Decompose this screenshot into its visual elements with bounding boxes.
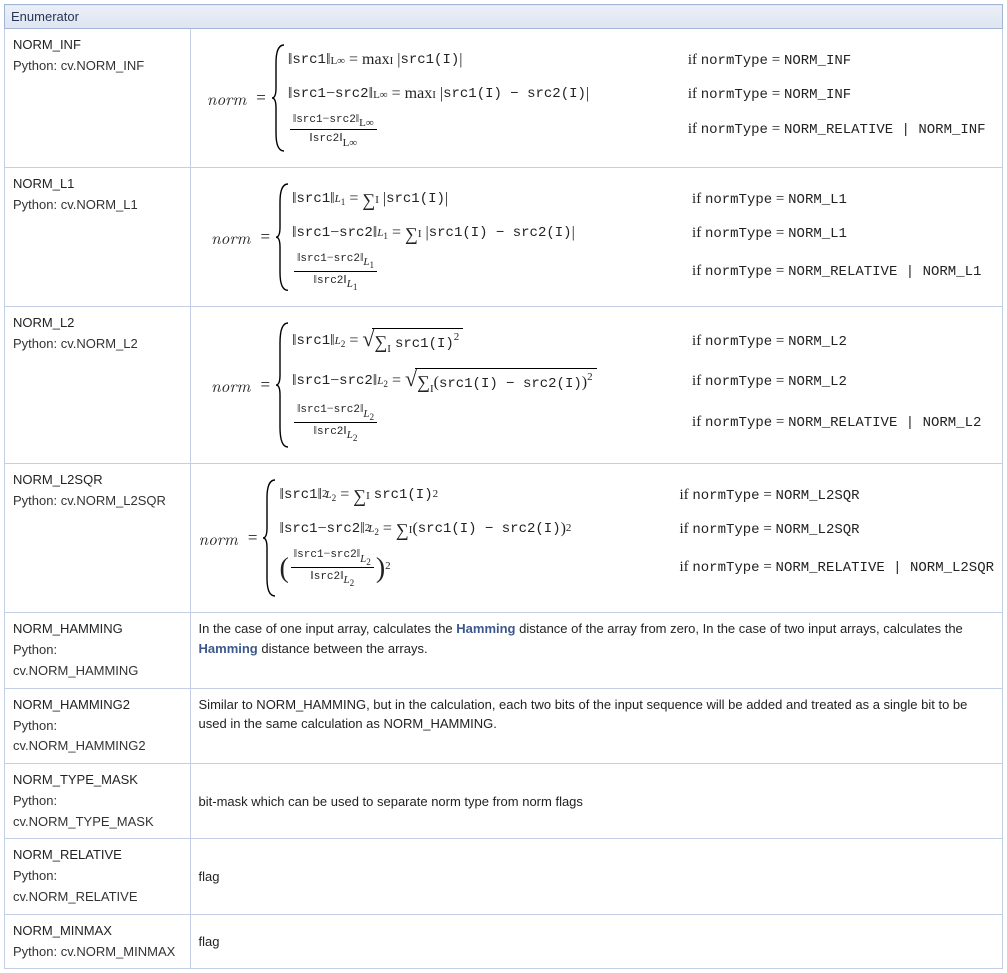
hamming-link[interactable]: Hamming <box>456 621 515 636</box>
desc-text: bit-mask which can be used to separate n… <box>199 794 583 809</box>
left-brace-icon <box>276 182 292 292</box>
enum-desc-cell: norm = ‖src1‖L1 = ∑I <box>190 168 1002 307</box>
equals-sign: = <box>256 88 266 108</box>
desc-text: flag <box>199 869 220 884</box>
enum-name: NORM_TYPE_MASK <box>13 772 138 787</box>
enum-name-cell: NORM_L1 Python: cv.NORM_L1 <box>5 168 191 307</box>
enum-python: Python: cv.NORM_RELATIVE <box>13 868 137 904</box>
table-row: NORM_TYPE_MASK Python: cv.NORM_TYPE_MASK… <box>5 764 1003 839</box>
enum-name: NORM_HAMMING <box>13 621 123 636</box>
enum-desc-cell: In the case of one input array, calculat… <box>190 613 1002 688</box>
enum-desc-cell: bit-mask which can be used to separate n… <box>190 764 1002 839</box>
table-row: NORM_L2SQR Python: cv.NORM_L2SQR norm = <box>5 464 1003 613</box>
equation-lhs: norm <box>207 86 246 110</box>
desc-text: flag <box>199 934 220 949</box>
table-row: NORM_MINMAX Python: cv.NORM_MINMAX flag <box>5 914 1003 969</box>
equation-norm-l1: norm = ‖src1‖L1 = ∑I <box>199 174 994 300</box>
enum-name-cell: NORM_RELATIVE Python: cv.NORM_RELATIVE <box>5 839 191 914</box>
enum-name-cell: NORM_L2SQR Python: cv.NORM_L2SQR <box>5 464 191 613</box>
enum-name: NORM_L1 <box>13 176 74 191</box>
table-row: NORM_RELATIVE Python: cv.NORM_RELATIVE f… <box>5 839 1003 914</box>
table-row: NORM_L1 Python: cv.NORM_L1 norm = <box>5 168 1003 307</box>
enum-name-cell: NORM_MINMAX Python: cv.NORM_MINMAX <box>5 914 191 969</box>
enum-desc-cell: Similar to NORM_HAMMING, but in the calc… <box>190 688 1002 763</box>
table-row: NORM_HAMMING2 Python: cv.NORM_HAMMING2 S… <box>5 688 1003 763</box>
enum-python: Python: cv.NORM_HAMMING <box>13 642 138 678</box>
enum-name: NORM_L2 <box>13 315 74 330</box>
enum-name-cell: NORM_L2 Python: cv.NORM_L2 <box>5 307 191 464</box>
enum-python: Python: cv.NORM_INF <box>13 58 144 73</box>
enum-desc-cell: flag <box>190 914 1002 969</box>
enum-desc-cell: norm = ‖src1‖L2 = √∑I src1(I)2 <box>190 307 1002 464</box>
enum-name-cell: NORM_HAMMING Python: cv.NORM_HAMMING <box>5 613 191 688</box>
enum-python: Python: cv.NORM_HAMMING2 <box>13 718 146 754</box>
enum-name: NORM_L2SQR <box>13 472 103 487</box>
desc-text: distance between the arrays. <box>258 641 428 656</box>
equation-norm-l2sqr: norm = ‖src1‖2L2 = ∑I <box>199 470 994 606</box>
desc-text: distance of the array from zero, In the … <box>516 621 963 636</box>
enum-name-cell: NORM_TYPE_MASK Python: cv.NORM_TYPE_MASK <box>5 764 191 839</box>
left-brace-icon <box>263 478 279 598</box>
enum-desc-cell: norm = ‖src1‖L∞ = maxI <box>190 29 1002 168</box>
enum-name: NORM_RELATIVE <box>13 847 122 862</box>
table-row: NORM_L2 Python: cv.NORM_L2 norm = <box>5 307 1003 464</box>
enum-name: NORM_HAMMING2 <box>13 697 130 712</box>
enum-python: Python: cv.NORM_MINMAX <box>13 944 175 959</box>
table-header: Enumerator <box>5 5 1003 29</box>
enum-python: Python: cv.NORM_L2SQR <box>13 493 166 508</box>
enum-python: Python: cv.NORM_L2 <box>13 336 138 351</box>
equation-norm-l2: norm = ‖src1‖L2 = √∑I src1(I)2 <box>199 313 994 457</box>
enum-name-cell: NORM_INF Python: cv.NORM_INF <box>5 29 191 168</box>
enum-desc-cell: flag <box>190 839 1002 914</box>
enum-name-cell: NORM_HAMMING2 Python: cv.NORM_HAMMING2 <box>5 688 191 763</box>
enum-python: Python: cv.NORM_L1 <box>13 197 138 212</box>
enum-name: NORM_MINMAX <box>13 923 112 938</box>
equation-norm-inf: norm = ‖src1‖L∞ = maxI <box>199 35 994 161</box>
desc-text: Similar to NORM_HAMMING, but in the calc… <box>199 697 968 732</box>
desc-text: In the case of one input array, calculat… <box>199 621 457 636</box>
enumerator-table: Enumerator NORM_INF Python: cv.NORM_INF … <box>4 4 1003 969</box>
enum-name: NORM_INF <box>13 37 81 52</box>
enum-desc-cell: norm = ‖src1‖2L2 = ∑I <box>190 464 1002 613</box>
left-brace-icon <box>276 321 292 449</box>
left-brace-icon <box>272 43 288 153</box>
table-row: NORM_HAMMING Python: cv.NORM_HAMMING In … <box>5 613 1003 688</box>
table-row: NORM_INF Python: cv.NORM_INF norm = <box>5 29 1003 168</box>
hamming-link[interactable]: Hamming <box>199 641 258 656</box>
